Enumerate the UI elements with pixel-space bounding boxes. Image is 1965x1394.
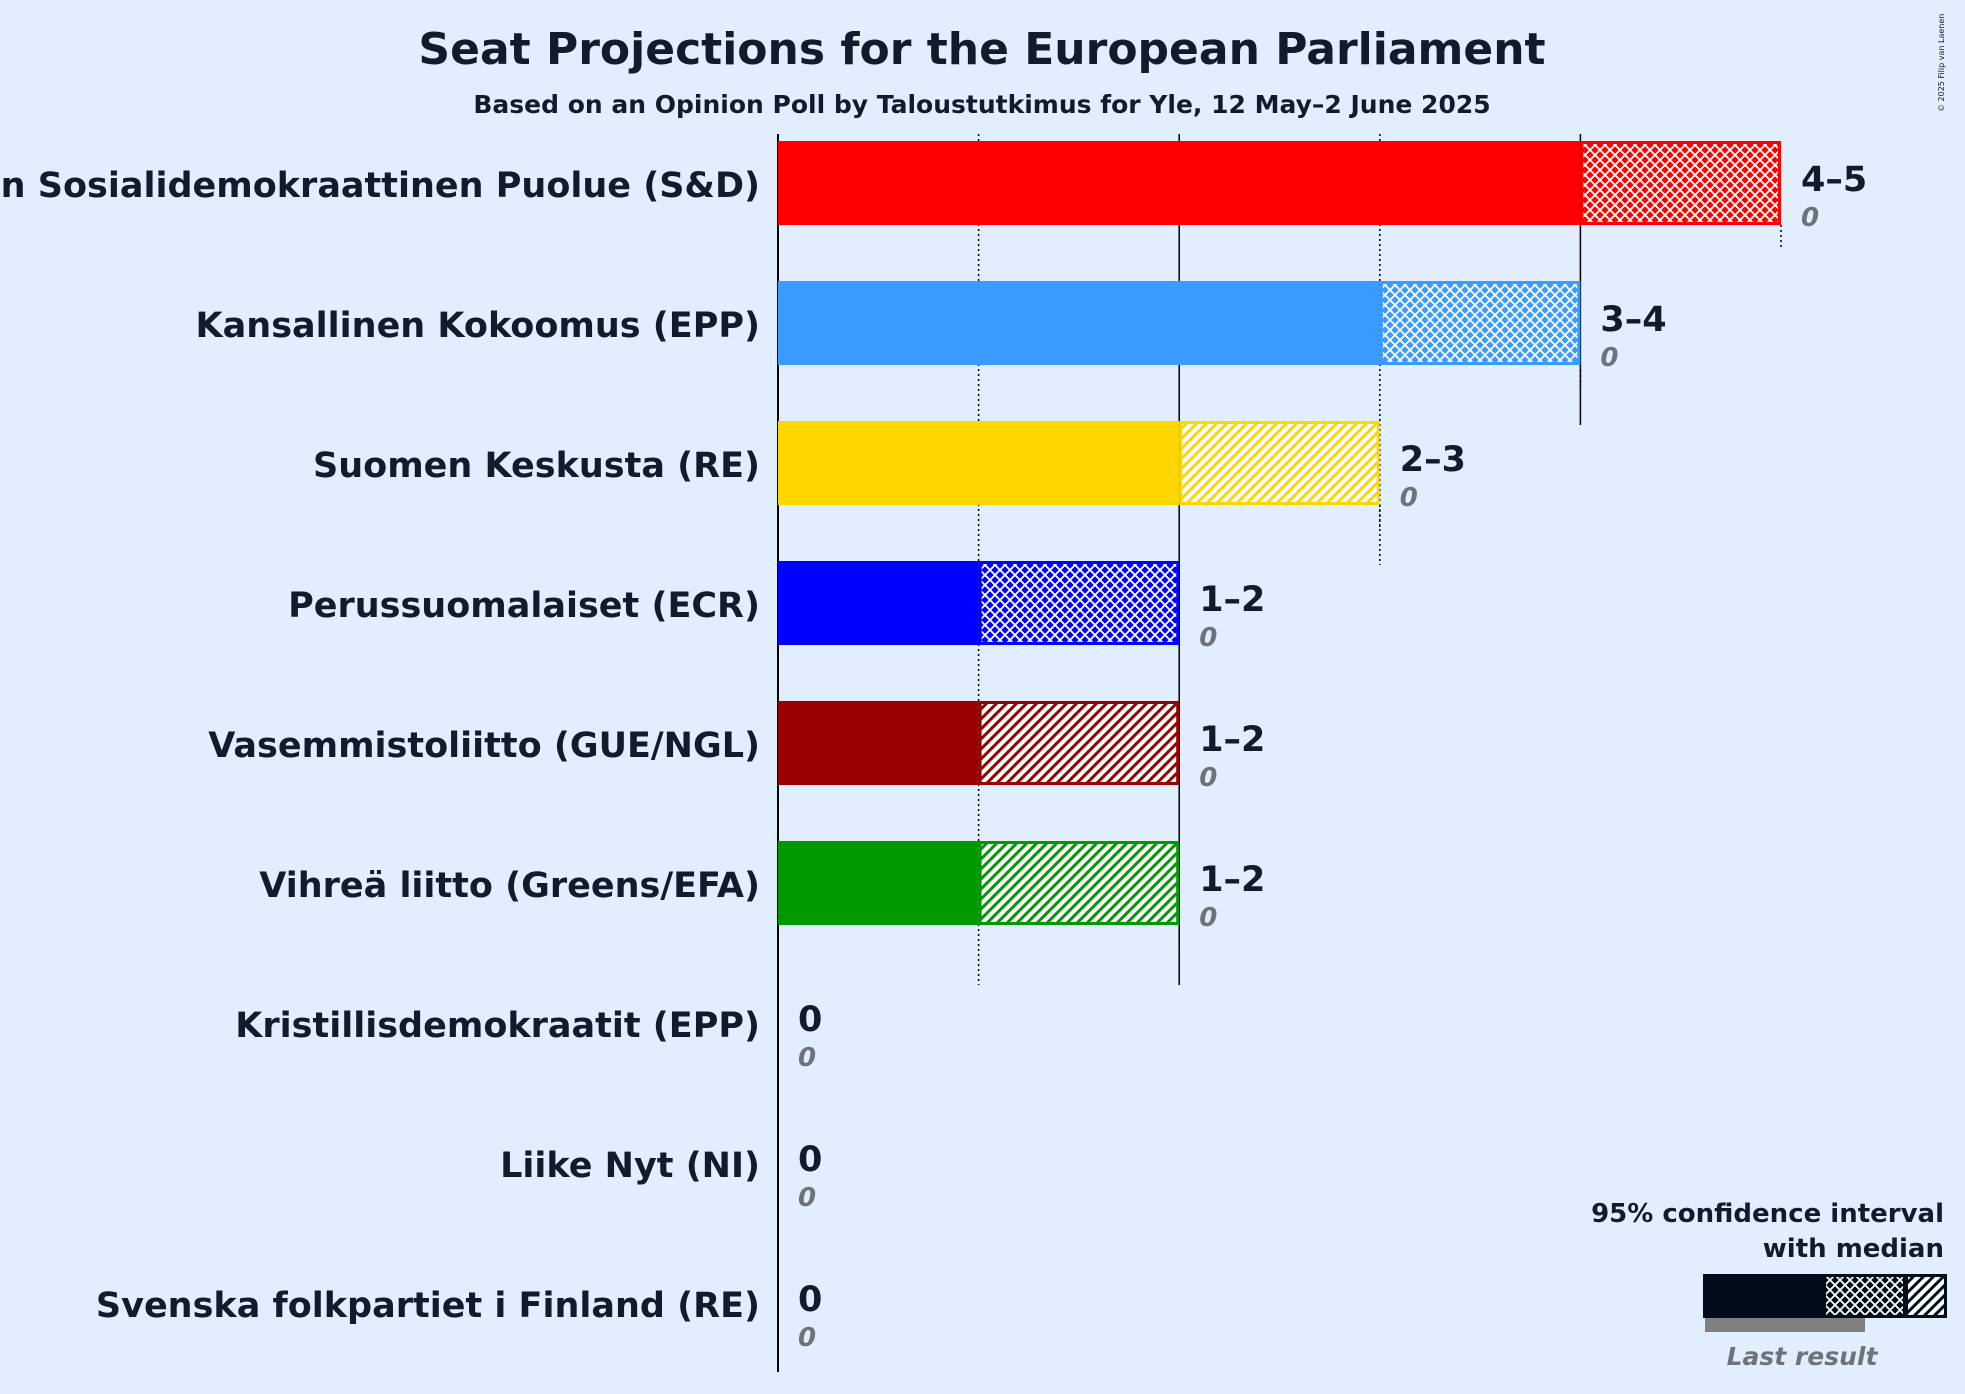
party-label: Liike Nyt (NI) <box>500 1146 760 1186</box>
bar-solid <box>778 281 1380 365</box>
last-result-label: 0 <box>798 1043 816 1073</box>
party-label: Suomen Sosialidemokraattinen Puolue (S&D… <box>0 166 760 206</box>
party-label: Perussuomalaiset (ECR) <box>288 586 760 626</box>
copyright-note: © 2025 Filip van Laenen <box>1937 14 1946 112</box>
last-result-label: 0 <box>1400 483 1418 513</box>
bars: Suomen Sosialidemokraattinen Puolue (S&D… <box>0 141 1867 1353</box>
last-result-label: 0 <box>1600 343 1618 373</box>
party-row: Vihreä liitto (Greens/EFA) 1–20 <box>259 841 1265 950</box>
party-row: Svenska folkpartiet i Finland (RE) 00 <box>96 1280 822 1353</box>
bar-solid <box>778 841 979 925</box>
party-label: Kristillisdemokraatit (EPP) <box>235 1006 760 1046</box>
last-result-label: 0 <box>1199 763 1217 793</box>
range-label: 1–2 <box>1199 860 1265 900</box>
last-result-label: 0 <box>798 1323 816 1353</box>
bar-solid <box>778 561 979 645</box>
bar-solid <box>778 141 1581 225</box>
chart-subtitle: Based on an Opinion Poll by Taloustutkim… <box>473 90 1490 119</box>
party-label: Suomen Keskusta (RE) <box>313 446 760 486</box>
range-label: 3–4 <box>1600 300 1666 340</box>
bar-interval <box>1379 281 1581 365</box>
party-row: Vasemmistoliitto (GUE/NGL) 1–20 <box>208 701 1265 793</box>
party-row: Kansallinen Kokoomus (EPP) 3–40 <box>196 281 1667 390</box>
legend-interval-label: 95% confidence interval <box>1591 1199 1944 1229</box>
last-result-label: 0 <box>1801 203 1819 233</box>
range-label: 4–5 <box>1801 160 1867 200</box>
last-result-label: 0 <box>798 1183 816 1213</box>
bar-interval <box>1179 421 1380 505</box>
legend: 95% confidence interval with median Last… <box>1591 1199 1947 1371</box>
range-label: 0 <box>798 1000 822 1040</box>
chart-title: Seat Projections for the European Parlia… <box>418 24 1545 75</box>
legend-median-label: with median <box>1763 1234 1944 1264</box>
range-label: 1–2 <box>1199 580 1265 620</box>
last-result-label: 0 <box>1199 903 1217 933</box>
range-label: 1–2 <box>1199 720 1265 760</box>
party-label: Kansallinen Kokoomus (EPP) <box>196 306 760 346</box>
party-row: Perussuomalaiset (ECR) 1–20 <box>288 561 1265 653</box>
bar-solid <box>778 701 979 785</box>
party-label: Svenska folkpartiet i Finland (RE) <box>96 1286 760 1326</box>
party-row: Suomen Sosialidemokraattinen Puolue (S&D… <box>0 141 1867 250</box>
legend-solid <box>1703 1274 1824 1318</box>
range-label: 0 <box>798 1280 822 1320</box>
party-label: Vihreä liitto (Greens/EFA) <box>259 866 760 906</box>
legend-upper-interval <box>1905 1274 1947 1318</box>
bar-interval <box>978 561 1180 645</box>
bar-solid <box>778 421 1180 505</box>
legend-interval <box>1823 1274 1906 1318</box>
legend-last-result-label: Last result <box>1727 1342 1879 1371</box>
party-row: Liike Nyt (NI) 00 <box>500 1140 822 1213</box>
legend-last-result-bar <box>1705 1318 1865 1332</box>
bar-interval <box>978 841 1180 925</box>
party-row: Kristillisdemokraatit (EPP) 00 <box>235 1000 822 1073</box>
bar-interval <box>1580 141 1782 225</box>
range-label: 2–3 <box>1400 440 1466 480</box>
party-row: Suomen Keskusta (RE) 2–30 <box>313 421 1466 530</box>
range-label: 0 <box>798 1140 822 1180</box>
bar-interval <box>978 701 1180 785</box>
party-label: Vasemmistoliitto (GUE/NGL) <box>208 726 760 766</box>
last-result-label: 0 <box>1199 623 1217 653</box>
